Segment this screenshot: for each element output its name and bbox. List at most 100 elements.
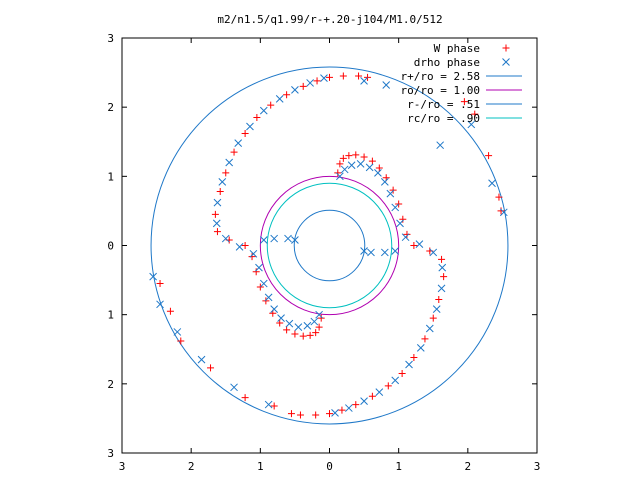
w-phase-point: [410, 354, 418, 362]
w-phase-point: [248, 253, 256, 261]
w-phase-point: [211, 210, 219, 218]
drho-phase-point: [488, 179, 496, 188]
w-phase-point: [253, 114, 261, 122]
drho-phase-point: [432, 305, 441, 313]
w-phase-point: [485, 152, 493, 160]
w-phase-point: [270, 402, 278, 410]
drho-phase-point: [391, 376, 400, 385]
drho-phase-point: [360, 77, 368, 85]
w-phase-point: [440, 273, 448, 281]
w-phase-point: [299, 82, 307, 90]
legend-label-r-plus: r+/ro = 2.58: [401, 70, 480, 83]
series-w-phase: [156, 72, 505, 419]
w-phase-point: [177, 337, 185, 345]
drho-phase-point: [291, 236, 299, 244]
w-phase-point: [410, 242, 418, 249]
drho-phase-point: [416, 344, 425, 352]
drho-phase-point: [360, 397, 368, 405]
w-phase-point: [375, 164, 383, 172]
w-phase-point: [299, 332, 307, 340]
drho-phase-point: [275, 95, 284, 103]
w-phase-point: [296, 411, 304, 419]
w-phase-point: [471, 110, 479, 118]
drho-phase-point: [499, 208, 508, 217]
w-phase-point: [315, 323, 323, 331]
w-phase-point: [368, 157, 376, 165]
drho-phase-point: [467, 120, 476, 129]
drho-phase-point: [382, 81, 391, 89]
w-phase-point: [355, 72, 363, 80]
drho-phase-point: [284, 234, 292, 243]
drho-phase-point: [249, 249, 258, 258]
drho-phase-point: [264, 293, 273, 302]
drho-phase-point: [218, 178, 227, 186]
legend-label-r-minus: r-/ro = .51: [407, 98, 480, 111]
drho-phase-point: [213, 198, 222, 207]
w-phase-point: [339, 154, 347, 162]
y-tick-label: 3: [107, 447, 114, 460]
w-phase-point: [399, 215, 407, 223]
drho-phase-point: [391, 247, 400, 255]
w-phase-point: [352, 401, 360, 409]
w-phase-point: [460, 98, 468, 106]
drho-phase-point: [405, 360, 413, 369]
w-phase-point: [312, 329, 320, 337]
drho-phase-point: [347, 161, 356, 170]
drho-phase-point: [436, 141, 445, 150]
drho-phase-point: [212, 219, 221, 228]
drho-phase-point: [336, 172, 344, 181]
reference-circles: [150, 66, 509, 425]
drho-phase-point: [277, 314, 285, 322]
drho-phase-point: [156, 300, 164, 309]
w-phase-point: [230, 148, 238, 156]
data-series: [149, 72, 508, 419]
drho-phase-point: [438, 263, 447, 272]
y-tick-label: 2: [107, 378, 114, 391]
drho-phase-point: [234, 139, 243, 147]
drho-phase-point: [396, 219, 404, 228]
w-phase-point: [283, 326, 291, 334]
drho-phase-point: [437, 284, 446, 293]
y-tick-label: 3: [107, 32, 114, 45]
w-phase-point: [313, 77, 321, 85]
w-phase-point: [421, 335, 429, 343]
w-phase-point: [352, 151, 360, 159]
drho-phase-point: [425, 324, 434, 333]
drho-phase-point: [303, 321, 312, 330]
x-tick-label: 3: [119, 460, 126, 473]
legend-marker-cross: [502, 58, 510, 66]
drho-phase-point: [429, 248, 438, 257]
drho-phase-point: [255, 263, 263, 272]
drho-phase-point: [306, 79, 314, 87]
legend-label-drho-phase: drho phase: [414, 56, 480, 69]
x-tick-label: 0: [326, 460, 333, 473]
w-phase-point: [312, 411, 320, 419]
w-phase-point: [241, 129, 249, 137]
drho-phase-point: [380, 178, 389, 186]
legend-label-w-phase: W phase: [434, 42, 480, 55]
w-phase-point: [291, 330, 299, 338]
drho-phase-point: [310, 317, 319, 326]
chart-title: m2/n1.5/q1.99/r-+.20-j104/M1.0/512: [217, 13, 442, 26]
w-phase-point: [334, 169, 342, 177]
w-phase-point: [403, 230, 411, 238]
x-tick-label: 1: [395, 460, 402, 473]
w-phase-point: [267, 101, 275, 109]
y-tick-label: 2: [107, 101, 114, 114]
x-tick-label: 1: [257, 460, 264, 473]
w-phase-point: [216, 188, 224, 196]
drho-phase-point: [356, 160, 365, 168]
drho-phase-point: [270, 234, 279, 243]
drho-phase-point: [331, 409, 339, 417]
circle-r-ro-2: [293, 209, 366, 282]
drho-phase-point: [221, 234, 230, 243]
drho-phase-point: [401, 233, 410, 242]
x-tick-label: 2: [465, 460, 472, 473]
drho-phase-point: [367, 248, 375, 257]
circle-rc-ro-3: [266, 182, 393, 309]
drho-phase-point: [285, 319, 294, 328]
w-phase-point: [166, 307, 174, 315]
drho-phase-point: [391, 203, 400, 212]
drho-phase-point: [340, 165, 349, 174]
